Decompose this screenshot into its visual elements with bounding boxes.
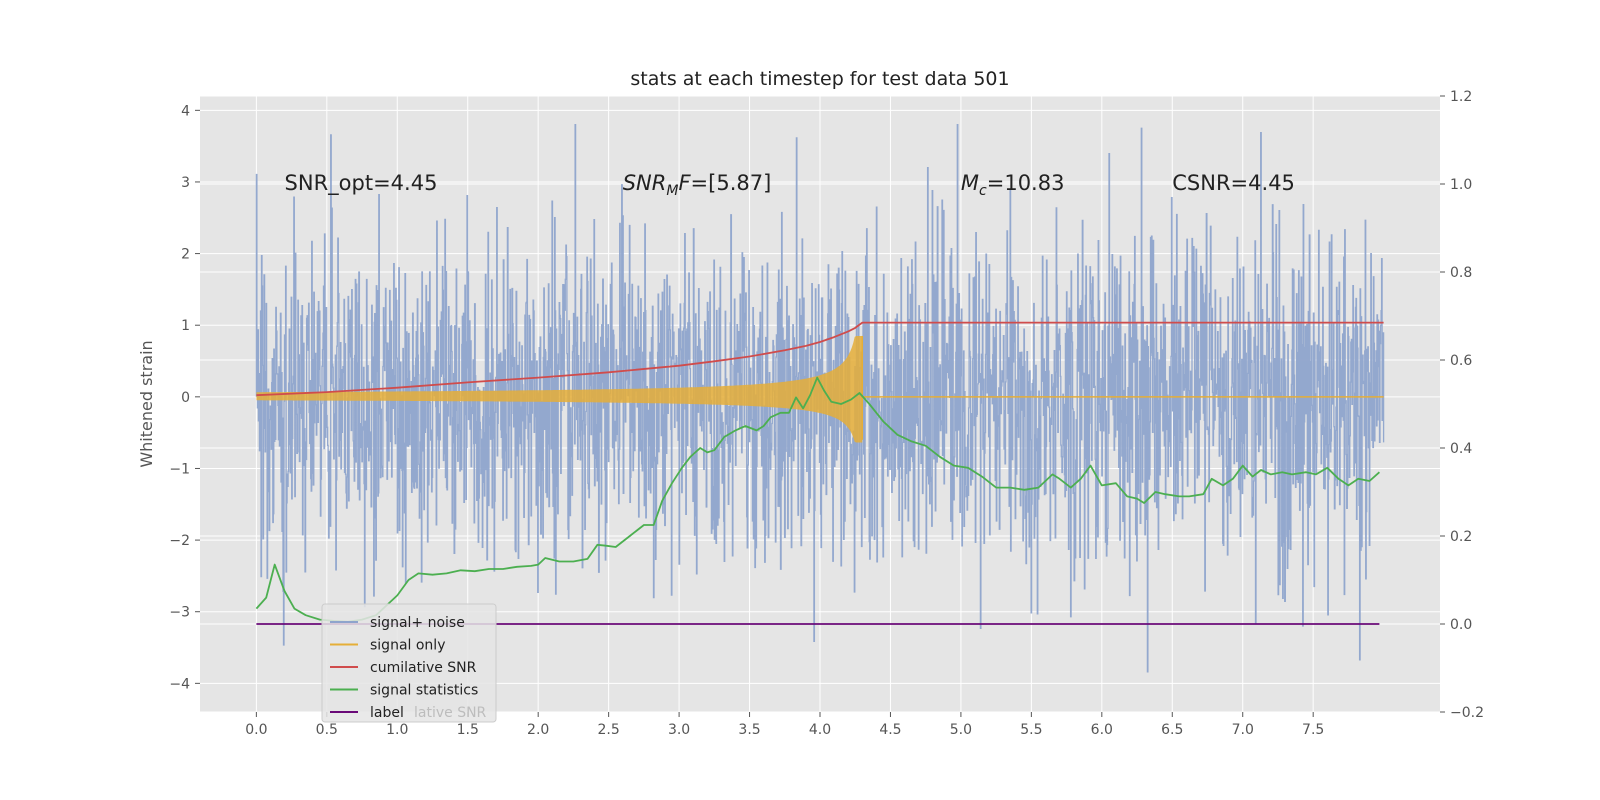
x-tick-label: 6.5 <box>1161 722 1183 738</box>
x-tick-label: 5.0 <box>950 722 972 738</box>
x-tick-label: 3.0 <box>668 722 690 738</box>
y-tick-label: −3 <box>169 605 190 621</box>
y2-tick-label: 1.0 <box>1450 177 1472 193</box>
legend-entry: signal only <box>370 638 445 654</box>
y2-tick-label: 0.2 <box>1450 529 1472 545</box>
x-tick-label: 0.0 <box>245 722 267 738</box>
annotations: SNR_opt=4.45 SNRMF=[5.87] Mc=10.83 CSNR=4.4… <box>285 171 1295 199</box>
annotation-sub: M <box>666 183 678 199</box>
y2-tick-label: 1.2 <box>1450 89 1472 105</box>
x-tick-label: 1.5 <box>457 722 479 738</box>
signal-only-envelope <box>256 336 863 443</box>
annotation-main: SNR <box>623 171 667 195</box>
annotation-sub: c <box>979 183 987 199</box>
y2-tick-label: −0.2 <box>1450 705 1484 721</box>
x-tick-label: 2.0 <box>527 722 549 738</box>
x-tick-label: 1.0 <box>386 722 408 738</box>
legend-entry: signal+ noise <box>370 615 465 631</box>
x-tick-label: 0.5 <box>316 722 338 738</box>
y-tick-label: −1 <box>169 461 190 477</box>
y2-tick-label: 0.6 <box>1450 353 1472 369</box>
annotation: SNRMF=[5.87] <box>623 171 772 199</box>
legend-box <box>321 603 497 723</box>
y2-tick-label: 0.0 <box>1450 617 1472 633</box>
signal-only-series <box>256 335 1384 443</box>
y-tick-label: 3 <box>181 175 190 191</box>
y-tick-label: 0 <box>181 390 190 406</box>
annotation-rest-value: =[5.87] <box>691 171 772 195</box>
x-tick-label: 7.0 <box>1232 722 1254 738</box>
x-tick-label: 2.5 <box>598 722 620 738</box>
x-tick-label: 4.0 <box>809 722 831 738</box>
annotation-rest: F=[5.87] <box>678 171 771 195</box>
annotation-main: SNR_opt=4.45 <box>285 171 438 196</box>
y2-tick-label: 0.8 <box>1450 265 1472 281</box>
y-tick-label: 4 <box>181 103 190 119</box>
legend-entry: signal statistics <box>370 683 478 699</box>
annotation: Mc=10.83 <box>961 171 1065 199</box>
y-tick-label: 1 <box>181 318 190 334</box>
chart-title: stats at each timestep for test data 501 <box>630 68 1009 90</box>
y-axis-label: Whitened strain <box>137 340 156 467</box>
x-tick-label: 5.5 <box>1020 722 1042 738</box>
annotation-rest-italic: F <box>678 171 691 195</box>
x-tick-label: 7.5 <box>1302 722 1324 738</box>
legend-ghost-text: lative SNR <box>414 705 487 721</box>
y2-tick-label: 0.4 <box>1450 441 1472 457</box>
x-tick-label: 6.0 <box>1091 722 1113 738</box>
annotation: SNR_opt=4.45 <box>285 171 438 196</box>
y-tick-label: 2 <box>181 247 190 263</box>
y-tick-label: −4 <box>169 676 190 692</box>
legend: signal+ noise signal only cumilative SNR si… <box>321 603 497 723</box>
legend-entry: cumilative SNR <box>370 660 477 676</box>
series-signal-statistics <box>255 376 1380 623</box>
x-tick-label: 3.5 <box>738 722 760 738</box>
annotation-main: CSNR=4.45 <box>1172 171 1295 195</box>
legend-entry: label <box>370 705 404 721</box>
series-cumilative-snr <box>256 321 1384 397</box>
annotation: CSNR=4.45 <box>1172 171 1295 195</box>
x-tick-label: 4.5 <box>879 722 901 738</box>
annotation-rest: =10.83 <box>987 171 1065 195</box>
annotation-main: M <box>961 171 979 195</box>
axes: 0.0 0.5 1.0 1.5 2.0 2.5 3.0 3.5 4.0 4.5 5.0 5.5 6.0 6… <box>169 89 1484 738</box>
y-tick-label: −2 <box>169 533 190 549</box>
